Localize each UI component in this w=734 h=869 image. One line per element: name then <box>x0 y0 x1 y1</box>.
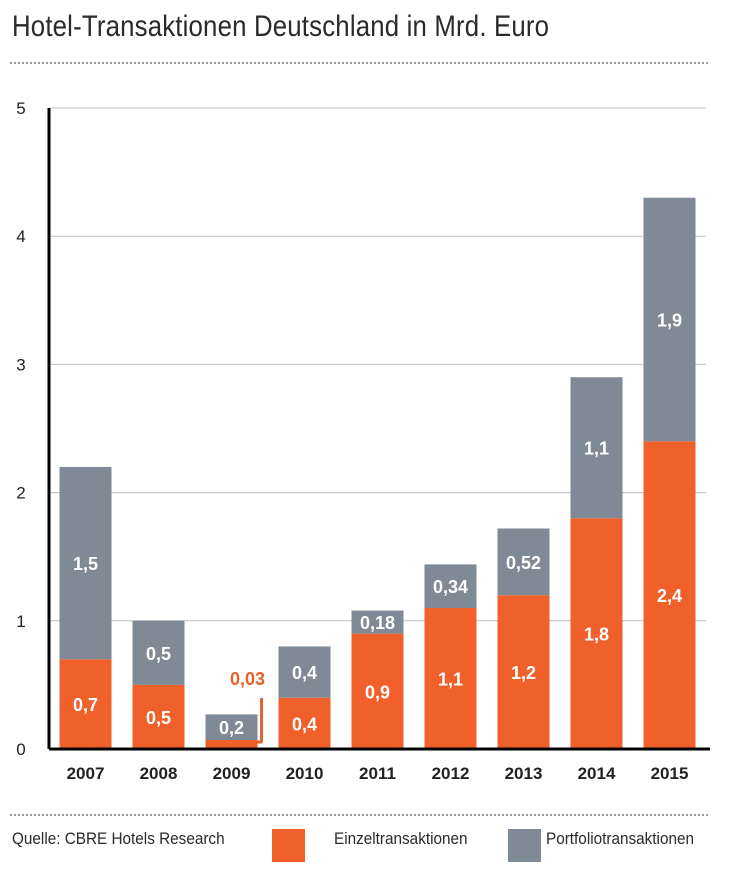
bar-einzel <box>424 607 477 749</box>
y-tick-label: 3 <box>16 355 25 374</box>
y-tick-label: 5 <box>16 99 25 118</box>
bar-einzel <box>643 441 696 749</box>
x-tick-label: 2007 <box>67 764 105 783</box>
data-label-einzel: 0,4 <box>292 714 317 734</box>
data-label-einzel: 1,8 <box>584 625 609 645</box>
x-tick-label: 2010 <box>286 764 324 783</box>
x-tick-label: 2008 <box>140 764 178 783</box>
bar-einzel <box>497 595 550 749</box>
bar-portfolio <box>278 646 331 698</box>
y-tick-label: 4 <box>16 227 25 246</box>
data-label-portfolio: 1,1 <box>584 439 609 459</box>
y-tick-label: 2 <box>16 484 25 503</box>
y-tick-label: 1 <box>16 612 25 631</box>
bar-portfolio <box>351 610 404 634</box>
legend-label-einzel: Einzeltransaktionen <box>334 829 468 848</box>
data-label-einzel: 0,9 <box>365 682 390 702</box>
bar-portfolio <box>424 564 477 608</box>
data-label-einzel: 0,7 <box>73 695 98 715</box>
x-tick-label: 2013 <box>505 764 543 783</box>
bottom-divider <box>10 814 708 816</box>
data-label-einzel: 0,5 <box>146 708 171 728</box>
bar-einzel <box>132 684 185 749</box>
stacked-bar-chart: 0 1 2 3 4 5 0,7 1,5 0,5 0,5 0,03 0,2 0,4 0,4 0,9 0,18 1… <box>16 99 710 783</box>
data-label-portfolio: 0,4 <box>292 663 317 683</box>
bar-portfolio <box>643 197 696 442</box>
data-label-einzel: 1,1 <box>438 669 463 689</box>
bar-einzel <box>59 659 112 749</box>
y-axis-ticks: 0 1 2 3 4 5 <box>16 99 25 759</box>
data-label-portfolio: 1,9 <box>657 311 682 331</box>
bars: 0,7 1,5 0,5 0,5 0,03 0,2 0,4 0,4 0,9 0,18 1,1 0,34 1… <box>59 197 696 749</box>
top-divider <box>10 62 708 64</box>
data-label-einzel: 0,03 <box>230 669 265 689</box>
data-label-einzel: 2,4 <box>657 586 682 606</box>
source-note: Quelle: CBRE Hotels Research <box>12 829 225 848</box>
x-tick-label: 2012 <box>432 764 470 783</box>
chart-title: Hotel-Transaktionen Deutschland in Mrd. … <box>12 10 550 43</box>
bar-einzel <box>570 518 623 749</box>
data-label-portfolio: 0,5 <box>146 644 171 664</box>
bar-portfolio <box>570 377 623 519</box>
x-tick-label: 2014 <box>578 764 616 783</box>
legend-label-portfolio: Portfoliotransaktionen <box>546 829 694 848</box>
x-axis-ticks: 2007 2008 2009 2010 2011 2012 2013 2014 2015 <box>67 764 689 783</box>
x-tick-label: 2015 <box>651 764 689 783</box>
x-tick-label: 2011 <box>359 764 396 783</box>
bar-einzel <box>351 633 404 749</box>
x-tick-label: 2009 <box>213 764 251 783</box>
data-label-portfolio: 0,34 <box>433 577 468 597</box>
legend-swatch-einzel <box>272 829 305 862</box>
data-label-portfolio: 0,52 <box>506 553 541 573</box>
bar-portfolio <box>132 620 185 685</box>
bar-einzel <box>278 697 331 749</box>
data-label-portfolio: 1,5 <box>73 554 98 574</box>
y-tick-label: 0 <box>16 740 25 759</box>
bar-portfolio <box>205 714 258 741</box>
legend-swatch-portfolio <box>508 829 541 862</box>
data-label-portfolio: 0,2 <box>219 718 244 738</box>
data-label-portfolio: 0,18 <box>360 613 395 633</box>
bar-portfolio <box>497 528 550 596</box>
data-label-einzel: 1,2 <box>511 663 536 683</box>
bar-einzel <box>205 740 258 749</box>
bar-portfolio <box>59 466 112 660</box>
